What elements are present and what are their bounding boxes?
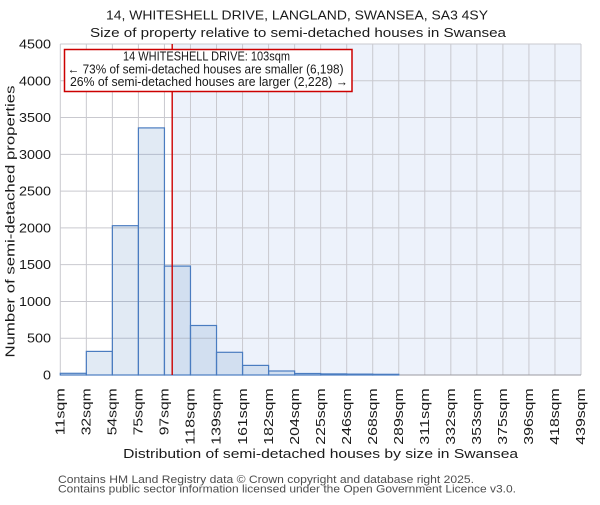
svg-text:Contains HM Land Registry data: Contains HM Land Registry data © Crown c… xyxy=(58,474,474,486)
svg-text:353sqm: 353sqm xyxy=(470,388,484,444)
svg-text:1500: 1500 xyxy=(19,258,51,272)
svg-text:311sqm: 311sqm xyxy=(418,388,432,444)
svg-text:26% of semi-detached houses ar: 26% of semi-detached houses are larger (… xyxy=(70,75,348,89)
svg-text:Distribution of semi-detached: Distribution of semi-detached houses by … xyxy=(123,446,519,461)
svg-text:54sqm: 54sqm xyxy=(106,388,120,435)
svg-text:161sqm: 161sqm xyxy=(236,388,250,444)
svg-text:268sqm: 268sqm xyxy=(366,388,380,444)
svg-text:1000: 1000 xyxy=(19,295,51,309)
svg-text:2500: 2500 xyxy=(19,185,51,199)
svg-text:75sqm: 75sqm xyxy=(132,388,146,435)
svg-text:289sqm: 289sqm xyxy=(392,388,406,444)
svg-text:118sqm: 118sqm xyxy=(184,388,198,444)
svg-text:Number of semi-detached proper: Number of semi-detached properties xyxy=(3,85,18,357)
svg-text:14 WHITESHELL DRIVE: 103sqm: 14 WHITESHELL DRIVE: 103sqm xyxy=(123,50,290,64)
svg-text:246sqm: 246sqm xyxy=(340,388,354,444)
svg-text:332sqm: 332sqm xyxy=(444,388,458,444)
svg-text:← 73% of semi-detached houses: ← 73% of semi-detached houses are smalle… xyxy=(68,62,344,76)
svg-text:3500: 3500 xyxy=(19,111,51,125)
svg-text:139sqm: 139sqm xyxy=(210,388,224,444)
svg-text:11sqm: 11sqm xyxy=(54,388,68,435)
svg-text:500: 500 xyxy=(27,332,51,346)
svg-text:14, WHITESHELL DRIVE, LANGLAND: 14, WHITESHELL DRIVE, LANGLAND, SWANSEA,… xyxy=(106,8,488,23)
svg-text:2000: 2000 xyxy=(19,221,51,235)
svg-text:204sqm: 204sqm xyxy=(288,388,302,444)
svg-text:396sqm: 396sqm xyxy=(522,388,536,444)
svg-text:32sqm: 32sqm xyxy=(80,388,94,435)
svg-text:4500: 4500 xyxy=(19,38,51,52)
svg-text:0: 0 xyxy=(43,369,51,383)
svg-text:375sqm: 375sqm xyxy=(496,388,510,444)
svg-text:4000: 4000 xyxy=(19,74,51,88)
svg-text:225sqm: 225sqm xyxy=(314,388,328,444)
svg-text:182sqm: 182sqm xyxy=(262,388,276,444)
svg-text:418sqm: 418sqm xyxy=(548,388,562,444)
svg-text:97sqm: 97sqm xyxy=(158,388,172,435)
svg-text:439sqm: 439sqm xyxy=(574,388,588,444)
svg-text:3000: 3000 xyxy=(19,148,51,162)
svg-text:Contains public sector informa: Contains public sector information licen… xyxy=(58,484,516,496)
svg-text:Size of property relative to s: Size of property relative to semi-detach… xyxy=(90,25,507,40)
